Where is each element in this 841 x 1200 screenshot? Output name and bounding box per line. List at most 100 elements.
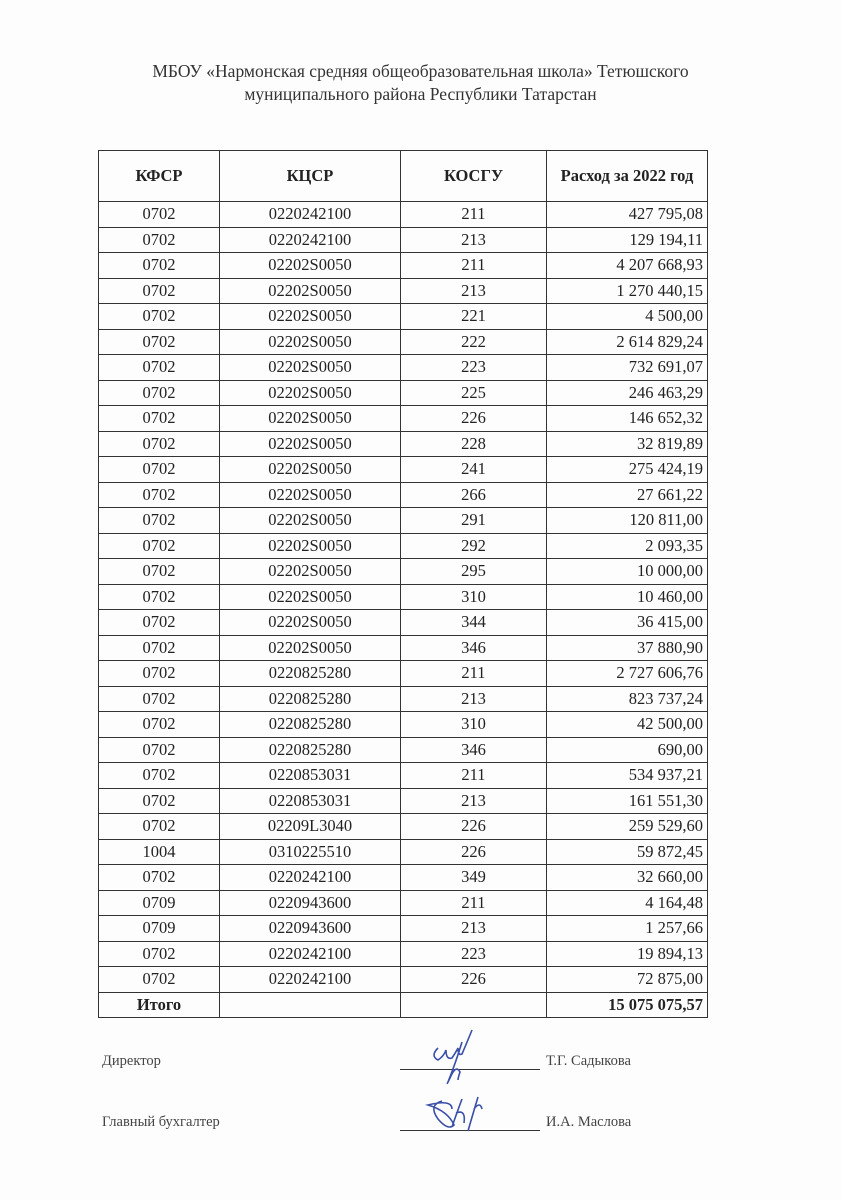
cell-kosgu: 226 xyxy=(400,966,547,993)
cell-kfsr: 0702 xyxy=(98,456,220,483)
cell-kosgu: 346 xyxy=(400,634,547,661)
signature-line xyxy=(400,1130,540,1131)
cell-expense: 1 257,66 xyxy=(546,915,708,942)
cell-kosgu: 346 xyxy=(400,736,547,763)
cell-expense: 4 164,48 xyxy=(546,889,708,916)
cell-kcsr: 02202S0050 xyxy=(219,456,401,483)
table-row: 0702 0220825280 310 42 500,00 xyxy=(98,711,708,738)
cell-kfsr: 0702 xyxy=(98,813,220,840)
cell-expense: 42 500,00 xyxy=(546,711,708,738)
cell-kosgu: 223 xyxy=(400,354,547,381)
cell-kfsr: 0709 xyxy=(98,889,220,916)
cell-kosgu: 211 xyxy=(400,762,547,789)
cell-kcsr: 0220825280 xyxy=(219,736,401,763)
table-row: 0702 02209L3040 226 259 529,60 xyxy=(98,813,708,840)
cell-kosgu: 291 xyxy=(400,507,547,534)
cell-kcsr: 0220943600 xyxy=(219,915,401,942)
cell-kcsr: 02202S0050 xyxy=(219,558,401,585)
cell-expense: 27 661,22 xyxy=(546,481,708,508)
title-line-1: МБОУ «Нармонская средняя общеобразовател… xyxy=(152,61,689,81)
cell-expense: 246 463,29 xyxy=(546,379,708,406)
cell-kosgu: 292 xyxy=(400,532,547,559)
cell-expense: 72 875,00 xyxy=(546,966,708,993)
table-row: 0709 0220943600 211 4 164,48 xyxy=(98,889,708,916)
cell-expense: 59 872,45 xyxy=(546,838,708,865)
cell-kosgu: 226 xyxy=(400,813,547,840)
cell-kosgu: 344 xyxy=(400,609,547,636)
cell-kfsr: 0702 xyxy=(98,405,220,432)
cell-kosgu: 295 xyxy=(400,558,547,585)
cell-expense: 732 691,07 xyxy=(546,354,708,381)
cell-kcsr: 02202S0050 xyxy=(219,507,401,534)
table-row: 0702 02202S0050 310 10 460,00 xyxy=(98,583,708,610)
table-row: 0702 02202S0050 222 2 614 829,24 xyxy=(98,328,708,355)
table-row: 0702 0220242100 223 19 894,13 xyxy=(98,940,708,967)
cell-kcsr: 02202S0050 xyxy=(219,583,401,610)
cell-kfsr: 0702 xyxy=(98,634,220,661)
handwritten-signature xyxy=(433,1029,473,1085)
title-line-2: муниципального района Республики Татарст… xyxy=(244,84,597,104)
header-kfsr: КФСР xyxy=(98,150,220,202)
table-row: 0702 02202S0050 266 27 661,22 xyxy=(98,481,708,508)
table-row: 0702 02202S0050 225 246 463,29 xyxy=(98,379,708,406)
cell-kcsr: 02209L3040 xyxy=(219,813,401,840)
empty-cell xyxy=(400,991,547,1018)
table-row: 0702 02202S0050 346 37 880,90 xyxy=(98,634,708,661)
cell-expense: 4 207 668,93 xyxy=(546,252,708,279)
table-row: 0702 02202S0050 213 1 270 440,15 xyxy=(98,277,708,304)
cell-kcsr: 0220242100 xyxy=(219,864,401,891)
total-label: Итого xyxy=(98,991,220,1018)
cell-kosgu: 213 xyxy=(400,787,547,814)
cell-expense: 32 819,89 xyxy=(546,430,708,457)
cell-kfsr: 0702 xyxy=(98,201,220,228)
signature-role: Главный бухгалтер xyxy=(102,1114,220,1130)
cell-kcsr: 0220242100 xyxy=(219,966,401,993)
table-row: 0702 0220825280 213 823 737,24 xyxy=(98,685,708,712)
cell-kosgu: 225 xyxy=(400,379,547,406)
cell-kfsr: 0702 xyxy=(98,277,220,304)
table-row: 0709 0220943600 213 1 257,66 xyxy=(98,915,708,942)
cell-kfsr: 0702 xyxy=(98,966,220,993)
cell-kcsr: 0220943600 xyxy=(219,889,401,916)
table-row: 0702 0220242100 211 427 795,08 xyxy=(98,201,708,228)
table-row: 1004 0310225510 226 59 872,45 xyxy=(98,838,708,865)
cell-expense: 259 529,60 xyxy=(546,813,708,840)
cell-expense: 19 894,13 xyxy=(546,940,708,967)
cell-kfsr: 0702 xyxy=(98,940,220,967)
table-row: 0702 02202S0050 241 275 424,19 xyxy=(98,456,708,483)
cell-kcsr: 0310225510 xyxy=(219,838,401,865)
cell-kcsr: 0220242100 xyxy=(219,226,401,253)
table-row: 0702 0220853031 213 161 551,30 xyxy=(98,787,708,814)
table-row: 0702 02202S0050 211 4 207 668,93 xyxy=(98,252,708,279)
cell-expense: 2 614 829,24 xyxy=(546,328,708,355)
table-row: 0702 02202S0050 292 2 093,35 xyxy=(98,532,708,559)
cell-kfsr: 0702 xyxy=(98,762,220,789)
cell-kosgu: 310 xyxy=(400,583,547,610)
cell-kcsr: 02202S0050 xyxy=(219,379,401,406)
cell-kfsr: 0702 xyxy=(98,226,220,253)
cell-kfsr: 0702 xyxy=(98,303,220,330)
cell-kfsr: 0702 xyxy=(98,252,220,279)
cell-expense: 1 270 440,15 xyxy=(546,277,708,304)
cell-kfsr: 0702 xyxy=(98,532,220,559)
header-expense: Расход за 2022 год xyxy=(546,150,708,202)
table-row: 0702 0220242100 349 32 660,00 xyxy=(98,864,708,891)
cell-expense: 690,00 xyxy=(546,736,708,763)
signature-name: И.А. Маслова xyxy=(546,1114,632,1130)
cell-expense: 534 937,21 xyxy=(546,762,708,789)
cell-kfsr: 0702 xyxy=(98,685,220,712)
cell-expense: 2 727 606,76 xyxy=(546,660,708,687)
cell-kfsr: 0702 xyxy=(98,660,220,687)
cell-expense: 146 652,32 xyxy=(546,405,708,432)
cell-expense: 129 194,11 xyxy=(546,226,708,253)
cell-kfsr: 0709 xyxy=(98,915,220,942)
cell-kosgu: 211 xyxy=(400,889,547,916)
signature-line xyxy=(400,1069,540,1070)
cell-kcsr: 02202S0050 xyxy=(219,303,401,330)
table-row: 0702 0220242100 226 72 875,00 xyxy=(98,966,708,993)
cell-kcsr: 02202S0050 xyxy=(219,532,401,559)
cell-kcsr: 02202S0050 xyxy=(219,277,401,304)
cell-kosgu: 213 xyxy=(400,685,547,712)
cell-kfsr: 0702 xyxy=(98,583,220,610)
